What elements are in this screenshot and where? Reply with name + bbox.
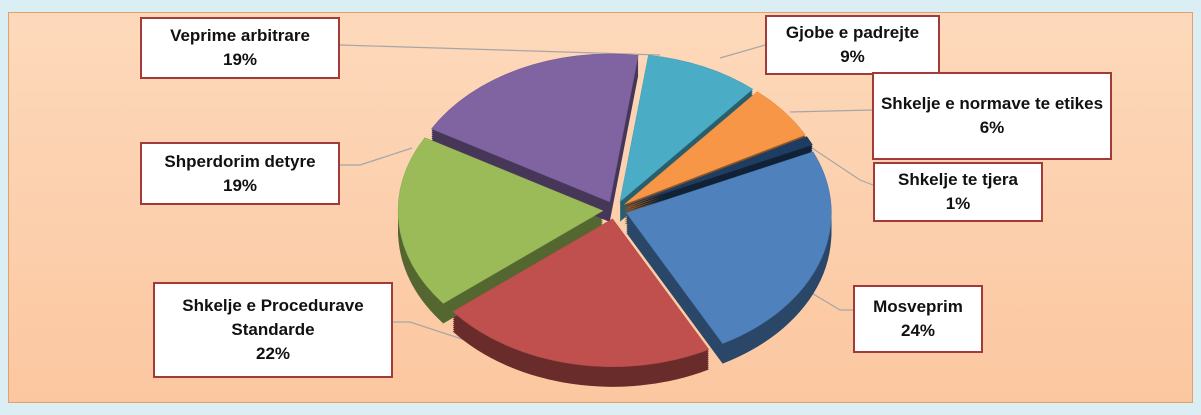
slice: [452, 218, 710, 368]
data-label: Veprime arbitrare 19%: [140, 17, 340, 79]
data-label: Shkelje te tjera 1%: [873, 162, 1043, 222]
slice: [619, 54, 754, 203]
data-label: Shkelje e normave te etikes 6%: [872, 72, 1112, 160]
category-label: Mosveprim: [873, 297, 963, 316]
slice: [625, 136, 813, 207]
value-label: 6%: [979, 118, 1005, 137]
leader-line: [789, 109, 873, 113]
category-label: Shkelje e normave te etikes: [880, 94, 1104, 113]
leader-line: [799, 139, 874, 186]
data-label: Gjobe e padrejte 9%: [765, 15, 940, 75]
value-label: 19%: [222, 50, 258, 69]
value-label: 22%: [255, 344, 291, 363]
leader-lines: [339, 44, 874, 346]
data-label: Shkelje e Procedurave Standarde 22%: [153, 282, 393, 378]
data-label: Shperdorim detyre 19%: [140, 142, 340, 205]
slice: [624, 91, 806, 205]
value-label: 1%: [945, 194, 971, 213]
slice: [397, 137, 604, 304]
category-label: Gjobe e padrejte: [785, 23, 920, 42]
category-label: Shperdorim detyre: [164, 151, 316, 171]
leader-line: [339, 44, 661, 56]
value-label: 24%: [900, 321, 936, 340]
value-label: 9%: [840, 47, 865, 66]
value-label: 19%: [222, 175, 258, 195]
leader-line: [719, 44, 766, 59]
category-label: Shkelje e Procedurave Standarde: [182, 296, 364, 339]
leader-line: [393, 321, 481, 346]
slice: [431, 53, 639, 203]
data-label: Mosveprim 24%: [853, 285, 983, 353]
category-label: Shkelje te tjera: [897, 170, 1018, 189]
category-label: Veprime arbitrare: [170, 26, 310, 45]
slice: [625, 151, 832, 344]
leader-line: [340, 147, 413, 166]
